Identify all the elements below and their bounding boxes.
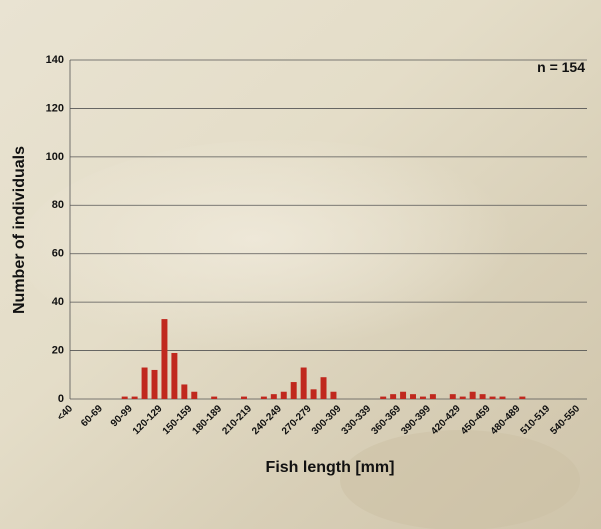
y-tick-label: 140 xyxy=(46,54,64,66)
y-tick-label: 100 xyxy=(46,151,64,163)
bar xyxy=(500,397,506,399)
bar xyxy=(519,397,525,399)
background-shape xyxy=(340,430,580,529)
y-tick-label: 40 xyxy=(52,296,64,308)
bar xyxy=(311,389,317,399)
bar xyxy=(142,368,148,399)
bar xyxy=(380,397,386,399)
bar xyxy=(171,353,177,399)
bar xyxy=(460,397,466,399)
bar xyxy=(480,394,486,399)
bar xyxy=(330,392,336,399)
bar xyxy=(321,377,327,399)
bar xyxy=(191,392,197,399)
x-axis-label: Fish length [mm] xyxy=(266,459,395,476)
bar xyxy=(390,394,396,399)
bar xyxy=(271,394,277,399)
background-shape xyxy=(20,140,540,360)
y-tick-label: 20 xyxy=(52,344,64,356)
bar xyxy=(122,397,128,399)
bar xyxy=(490,397,496,399)
bar xyxy=(261,397,267,399)
bar xyxy=(211,397,217,399)
bar xyxy=(450,394,456,399)
bar xyxy=(400,392,406,399)
y-tick-label: 120 xyxy=(46,102,64,114)
bar xyxy=(291,382,297,399)
bar xyxy=(410,394,416,399)
bar xyxy=(470,392,476,399)
bar xyxy=(281,392,287,399)
bar xyxy=(161,319,167,399)
chart: n = 154 Fish length [mm] Number of indiv… xyxy=(0,0,601,529)
bar xyxy=(301,368,307,399)
bar xyxy=(241,397,247,399)
y-tick-label: 80 xyxy=(52,199,64,211)
y-axis-label: Number of individuals xyxy=(11,146,28,314)
y-tick-label: 0 xyxy=(58,393,64,405)
bar xyxy=(132,397,138,399)
bar xyxy=(152,370,158,399)
bar xyxy=(420,397,426,399)
annotation: n = 154 xyxy=(537,59,585,75)
bar xyxy=(430,394,436,399)
bar xyxy=(181,384,187,399)
y-tick-label: 60 xyxy=(52,248,64,260)
